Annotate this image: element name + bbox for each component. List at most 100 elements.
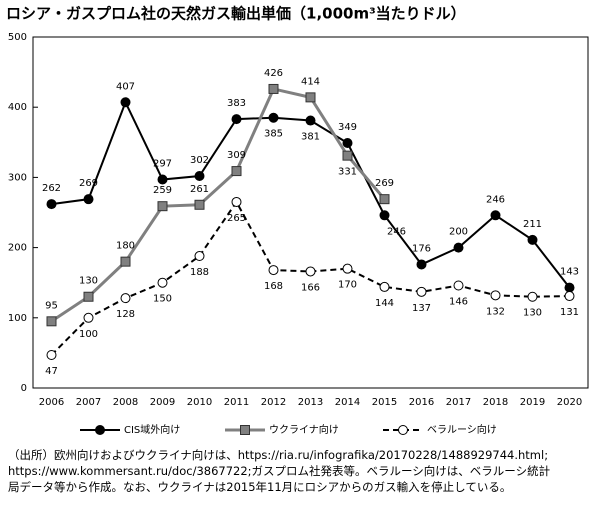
x-tick-label: 2020	[557, 397, 582, 408]
marker	[342, 263, 353, 274]
data-label: 302	[190, 155, 209, 166]
marker	[305, 92, 316, 103]
marker	[194, 251, 205, 262]
data-label: 130	[79, 276, 98, 287]
footnote-line: 局データ等から作成。なお、ウクライナは2015年11月にロシアからのガス輸入を停…	[8, 480, 512, 494]
marker	[342, 150, 353, 161]
series-line	[50, 200, 570, 356]
y-tick-label: 300	[8, 172, 27, 183]
data-label: 261	[190, 184, 209, 195]
y-tick-label: 200	[8, 243, 27, 254]
chart-title: ロシア・ガスプロム社の天然ガス輸出単価（1,000m³当たりドル）	[6, 5, 466, 23]
marker	[379, 281, 390, 292]
x-tick-label: 2018	[483, 397, 508, 408]
x-tick-label: 2016	[409, 397, 434, 408]
footnote: （出所）欧州向けおよびウクライナ向けは、https://ria.ru/infog…	[8, 447, 598, 495]
marker	[416, 259, 427, 270]
marker	[305, 115, 316, 126]
data-label: 265	[227, 213, 246, 224]
data-label: 385	[264, 129, 283, 140]
marker	[120, 256, 131, 267]
marker	[453, 242, 464, 253]
legend-label: ウクライナ向け	[269, 423, 339, 436]
marker	[564, 291, 575, 302]
data-label: 269	[79, 178, 98, 189]
marker	[120, 97, 131, 108]
data-label: 269	[375, 178, 394, 189]
data-label: 407	[116, 81, 135, 92]
data-label: 150	[153, 294, 172, 305]
data-label: 95	[45, 300, 58, 311]
data-label: 130	[523, 308, 542, 319]
x-tick-label: 2015	[372, 397, 397, 408]
marker	[83, 312, 94, 323]
data-label: 246	[387, 226, 406, 237]
y-tick-label: 400	[8, 102, 27, 113]
data-label: 100	[79, 329, 98, 340]
marker	[194, 199, 205, 210]
footnote-line: https://www.kommersant.ru/doc/3867722;ガス…	[8, 464, 551, 478]
x-tick-label: 2009	[150, 397, 175, 408]
y-tick-label: 0	[21, 383, 27, 394]
data-label: 188	[190, 267, 209, 278]
x-tick-label: 2013	[298, 397, 323, 408]
legend-label: CIS域外向け	[124, 423, 180, 436]
legend-marker	[240, 425, 250, 435]
x-tick-label: 2007	[76, 397, 101, 408]
marker	[416, 286, 427, 297]
data-label: 309	[227, 150, 246, 161]
marker	[305, 266, 316, 277]
data-label: 47	[45, 366, 58, 377]
data-label: 146	[449, 297, 468, 308]
x-tick-label: 2012	[261, 397, 286, 408]
marker	[120, 293, 131, 304]
data-label: 128	[116, 309, 135, 320]
marker	[268, 265, 279, 276]
x-tick-label: 2010	[187, 397, 212, 408]
data-label: 262	[42, 183, 61, 194]
data-label: 168	[264, 281, 283, 292]
footnote-line: （出所）欧州向けおよびウクライナ向けは、https://ria.ru/infog…	[8, 448, 549, 462]
x-tick-label: 2008	[113, 397, 138, 408]
marker	[490, 290, 501, 301]
data-label: 259	[153, 185, 172, 196]
x-tick-label: 2019	[520, 397, 545, 408]
data-label: 176	[412, 243, 431, 254]
marker	[268, 83, 279, 94]
data-label: 381	[301, 132, 320, 143]
x-tick-label: 2011	[224, 397, 249, 408]
marker	[490, 210, 501, 221]
marker	[83, 194, 94, 205]
marker	[231, 166, 242, 177]
marker	[46, 316, 57, 327]
chart: ロシア・ガスプロム社の天然ガス輸出単価（1,000m³当たりドル） 0 100 20…	[6, 5, 589, 436]
y-tick-label: 100	[8, 313, 27, 324]
data-label: 137	[412, 303, 431, 314]
legend-marker	[95, 425, 105, 435]
legend-marker	[398, 425, 408, 435]
marker	[527, 291, 538, 302]
marker	[83, 291, 94, 302]
x-tick-label: 2014	[335, 397, 360, 408]
data-label: 131	[560, 307, 579, 318]
data-label: 144	[375, 298, 394, 309]
legend-label: ベラルーシ向け	[427, 423, 497, 436]
marker	[564, 282, 575, 293]
marker	[231, 114, 242, 125]
data-label: 414	[301, 76, 320, 87]
data-label: 349	[338, 122, 357, 133]
marker	[231, 196, 242, 207]
marker	[46, 350, 57, 361]
data-label: 331	[338, 167, 357, 178]
x-tick-label: 2017	[446, 397, 471, 408]
y-tick-label: 500	[8, 32, 27, 43]
marker	[157, 174, 168, 185]
data-label: 246	[486, 194, 505, 205]
plot-frame	[32, 36, 589, 389]
data-label: 200	[449, 227, 468, 238]
data-label: 180	[116, 241, 135, 252]
data-label: 297	[153, 159, 172, 170]
data-label: 383	[227, 98, 246, 109]
data-label: 132	[486, 306, 505, 317]
